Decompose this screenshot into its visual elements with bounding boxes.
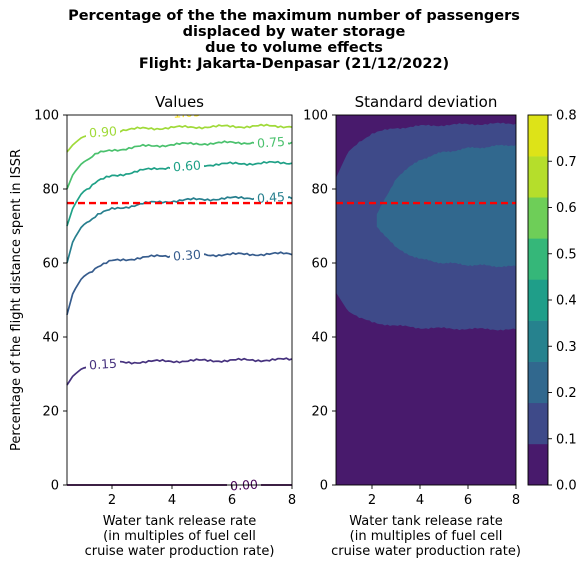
values-ytick-label: 60	[42, 257, 59, 272]
values-title: Values	[155, 93, 204, 111]
values-ytick-label: 0	[51, 479, 59, 494]
values-ytick-label: 40	[42, 331, 59, 346]
contour-0-30-label-bg	[170, 247, 204, 262]
colorbar-tick-label: 0.4	[556, 294, 577, 309]
stddev-xtick-label: 2	[368, 493, 376, 508]
colorbar-swatch	[528, 443, 548, 486]
contour-0-00-label-bg	[227, 477, 261, 491]
colorbar-swatch	[528, 197, 548, 239]
contour-0-75-label: 0.75	[257, 134, 286, 151]
values-ytick-label: 80	[42, 183, 59, 198]
colorbar-swatch	[528, 156, 548, 198]
colorbar-tick-label: 0.1	[556, 432, 577, 447]
contour-0-60-label-bg	[170, 157, 204, 172]
colorbar-swatch	[528, 279, 548, 321]
values-ytick-label: 100	[34, 109, 59, 124]
contour-0-15-label: 0.15	[89, 356, 118, 373]
colorbar-swatch	[528, 238, 548, 280]
stddev-xtick-label: 4	[416, 493, 424, 508]
stddev-xlabel: Water tank release rate	[349, 514, 502, 529]
values-frame	[66, 114, 293, 486]
values-xtick-label: 4	[168, 493, 176, 508]
colorbar-tick-label: 0.5	[556, 247, 577, 262]
contour-0-45-label: 0.45	[257, 189, 286, 206]
stddev-title: Standard deviation	[355, 93, 498, 111]
stddev-xlabel: (in multiples of fuel cell	[350, 529, 503, 544]
contour-0-60-label: 0.60	[173, 157, 202, 174]
values-xlabel: (in multiples of fuel cell	[103, 529, 256, 544]
figure-title-line-4: Flight: Jakarta-Denpasar (21/12/2022)	[138, 56, 450, 72]
colorbar-swatch	[528, 320, 548, 362]
values-xtick-label: 6	[228, 493, 236, 508]
colorbar-tick-label: 0.0	[556, 479, 577, 494]
stddev-ytick-label: 0	[320, 479, 328, 494]
figure-title-line-1: Percentage of the the maximum number of …	[68, 8, 520, 24]
stddev-ytick-label: 60	[311, 257, 328, 272]
colorbar-swatch	[528, 115, 548, 157]
values-xtick-label: 2	[108, 493, 116, 508]
stddev-ytick-label: 40	[311, 331, 328, 346]
values-xlabel: cruise water production rate)	[85, 544, 275, 559]
contour-0-75-label-bg	[254, 134, 288, 149]
colorbar-tick-label: 0.6	[556, 201, 577, 216]
values-xtick-label: 8	[288, 493, 296, 508]
stddev-ytick-label: 80	[311, 183, 328, 198]
contour-0-15-label-bg	[86, 356, 120, 371]
stddev-ytick-label: 100	[303, 109, 328, 124]
contour-0-45-label-bg	[254, 189, 288, 204]
colorbar-tick-label: 0.8	[556, 109, 577, 124]
colorbar-tick-label: 0.3	[556, 340, 577, 355]
figure-title-line-2: displaced by water storage	[182, 24, 406, 40]
contour-0-90-label-bg	[86, 123, 120, 138]
values-xlabel: Water tank release rate	[103, 514, 256, 529]
values-plot-area	[67, 115, 292, 485]
stddev-plot-area	[336, 115, 516, 485]
colorbar-swatch	[528, 402, 548, 445]
values-ytick-label: 20	[42, 405, 59, 420]
figure-title: Percentage of the the maximum number of …	[0, 8, 588, 72]
colorbar: 0.0 0.1 0.2 0.3 0.4 0.5 0.6 0.7 0.8	[527, 109, 577, 494]
stddev-xtick-label: 6	[464, 493, 472, 508]
colorbar-swatch	[528, 361, 548, 404]
stddev-xlabel: cruise water production rate)	[331, 544, 521, 559]
stddev-xtick-label: 8	[512, 493, 520, 508]
stddev-ytick-label: 20	[311, 405, 328, 420]
contour-0-90-label: 0.90	[89, 123, 118, 140]
stddev-region-0-2-0-3	[376, 144, 516, 268]
stddev-frame	[335, 114, 517, 486]
colorbar-tick-label: 0.7	[556, 155, 577, 170]
colorbar-tick-label: 0.2	[556, 386, 577, 401]
contour-0-30-label: 0.30	[173, 247, 202, 264]
values-ylabel: Percentage of the flight distance spent …	[9, 149, 24, 451]
values-title-backdrop	[147, 90, 247, 115]
figure-title-line-3: due to volume effects	[205, 40, 383, 56]
